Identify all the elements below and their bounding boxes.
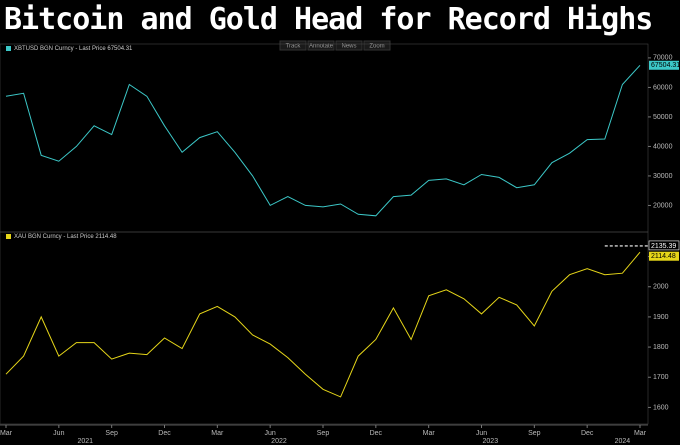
toolbar-button[interactable] xyxy=(335,40,363,51)
x-tick-label: Mar xyxy=(634,430,647,437)
last-value-tag xyxy=(649,251,679,261)
x-tick-label: Mar xyxy=(423,430,436,437)
series-line xyxy=(5,251,641,398)
year-label: 2022 xyxy=(271,438,287,445)
headline: Bitcoin and Gold Head for Record Highs xyxy=(4,2,653,37)
y-tick-label: 50000 xyxy=(653,114,673,121)
toolbar-label[interactable]: News xyxy=(341,44,356,50)
toolbar-label[interactable]: Annotate xyxy=(309,44,334,50)
x-tick-label: Sep xyxy=(317,430,330,437)
x-tick-label: Sep xyxy=(105,430,118,437)
toolbar-label[interactable]: Zoom xyxy=(369,44,384,50)
x-tick-label: Sep xyxy=(528,430,541,437)
year-label: 2023 xyxy=(483,438,499,445)
toolbar-label[interactable]: Track xyxy=(286,44,302,50)
toolbar-button[interactable] xyxy=(363,40,391,51)
legend-swatch xyxy=(6,46,11,51)
toolbar-button[interactable] xyxy=(307,40,335,51)
x-tick-label: Jun xyxy=(265,430,276,437)
y-tick-label: 40000 xyxy=(653,143,673,150)
year-label: 2021 xyxy=(77,438,93,445)
x-tick-label: Mar xyxy=(0,430,13,437)
toolbar-button[interactable] xyxy=(279,40,307,51)
last-value-tag xyxy=(649,60,679,70)
y-tick-label: 1600 xyxy=(653,404,669,411)
last-value-tag-text: 2114.48 xyxy=(651,253,676,260)
legend-swatch xyxy=(6,234,11,239)
reference-tag xyxy=(648,240,680,251)
y-tick-label: 30000 xyxy=(653,173,673,180)
series-line xyxy=(5,64,641,217)
x-tick-label: Dec xyxy=(581,430,594,437)
legend-text: XBTUSD BGN Curncy - Last Price 67504.31 xyxy=(14,46,133,52)
y-tick-label: 20000 xyxy=(653,202,673,209)
x-tick-label: Dec xyxy=(370,430,383,437)
last-value-tag-text: 67504.31 xyxy=(651,62,680,69)
reference-tag-text: 2135.39 xyxy=(651,243,676,250)
panel-frame xyxy=(0,43,649,233)
y-tick-label: 2000 xyxy=(653,284,669,291)
x-tick-label: Dec xyxy=(158,430,171,437)
y-tick-label: 1700 xyxy=(653,374,669,381)
x-tick-label: Jun xyxy=(53,430,64,437)
x-tick-label: Jun xyxy=(476,430,487,437)
y-tick-label: 1900 xyxy=(653,314,669,321)
y-tick-label: 60000 xyxy=(653,84,673,91)
y-tick-label: 70000 xyxy=(653,55,673,62)
panel-frame xyxy=(0,231,649,425)
legend-text: XAU BGN Curncy - Last Price 2114.48 xyxy=(14,234,117,240)
x-tick-label: Mar xyxy=(211,430,224,437)
year-label: 2024 xyxy=(615,438,631,445)
y-tick-label: 1800 xyxy=(653,344,669,351)
